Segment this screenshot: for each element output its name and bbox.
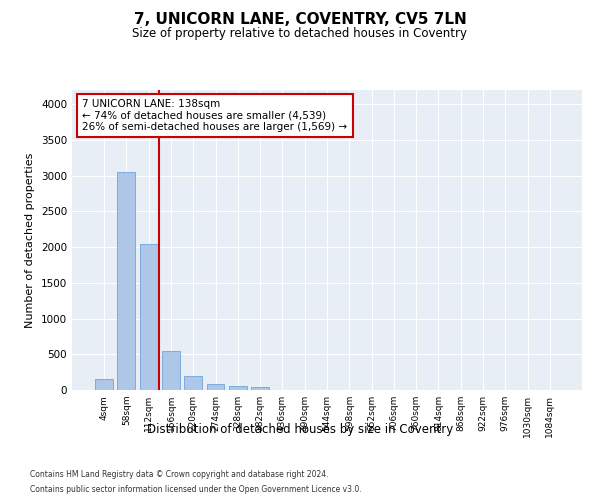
Bar [118, 172, 136, 390]
Y-axis label: Number of detached properties: Number of detached properties [25, 152, 35, 328]
Text: 7 UNICORN LANE: 138sqm
← 74% of detached houses are smaller (4,539)
26% of semi-: 7 UNICORN LANE: 138sqm ← 74% of detached… [82, 99, 347, 132]
Text: 7, UNICORN LANE, COVENTRY, CV5 7LN: 7, UNICORN LANE, COVENTRY, CV5 7LN [134, 12, 466, 28]
Bar [206, 384, 224, 390]
Bar [162, 350, 180, 390]
Text: Distribution of detached houses by size in Coventry: Distribution of detached houses by size … [147, 422, 453, 436]
Bar [229, 386, 247, 390]
Text: Size of property relative to detached houses in Coventry: Size of property relative to detached ho… [133, 28, 467, 40]
Text: Contains HM Land Registry data © Crown copyright and database right 2024.: Contains HM Land Registry data © Crown c… [30, 470, 329, 479]
Bar [184, 376, 202, 390]
Bar [251, 387, 269, 390]
Bar [140, 244, 158, 390]
Text: Contains public sector information licensed under the Open Government Licence v3: Contains public sector information licen… [30, 485, 362, 494]
Bar [95, 380, 113, 390]
